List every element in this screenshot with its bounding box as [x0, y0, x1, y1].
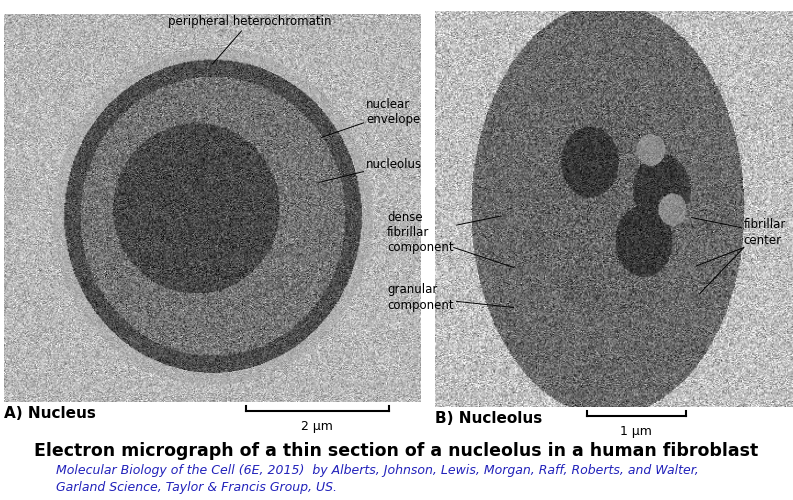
- Text: nucleolus: nucleolus: [319, 158, 423, 182]
- Text: peripheral heterochromatin: peripheral heterochromatin: [168, 15, 331, 64]
- Text: 1 μm: 1 μm: [620, 425, 653, 438]
- Text: 2 μm: 2 μm: [301, 420, 333, 433]
- Text: Garland Science, Taylor & Francis Group, US.: Garland Science, Taylor & Francis Group,…: [56, 481, 336, 494]
- Text: Electron micrograph of a thin section of a nucleolus in a human fibroblast: Electron micrograph of a thin section of…: [34, 442, 759, 460]
- Text: A) Nucleus: A) Nucleus: [4, 406, 96, 421]
- Text: granular
component: granular component: [387, 284, 514, 312]
- Text: Molecular Biology of the Cell (6E, 2015)  by Alberts, Johnson, Lewis, Morgan, Ra: Molecular Biology of the Cell (6E, 2015)…: [56, 464, 699, 477]
- Text: B) Nucleolus: B) Nucleolus: [435, 411, 542, 426]
- Text: dense
fibrillar
component: dense fibrillar component: [387, 211, 501, 254]
- Text: nuclear
envelope: nuclear envelope: [321, 98, 420, 138]
- Text: fibrillar
center: fibrillar center: [691, 218, 786, 246]
